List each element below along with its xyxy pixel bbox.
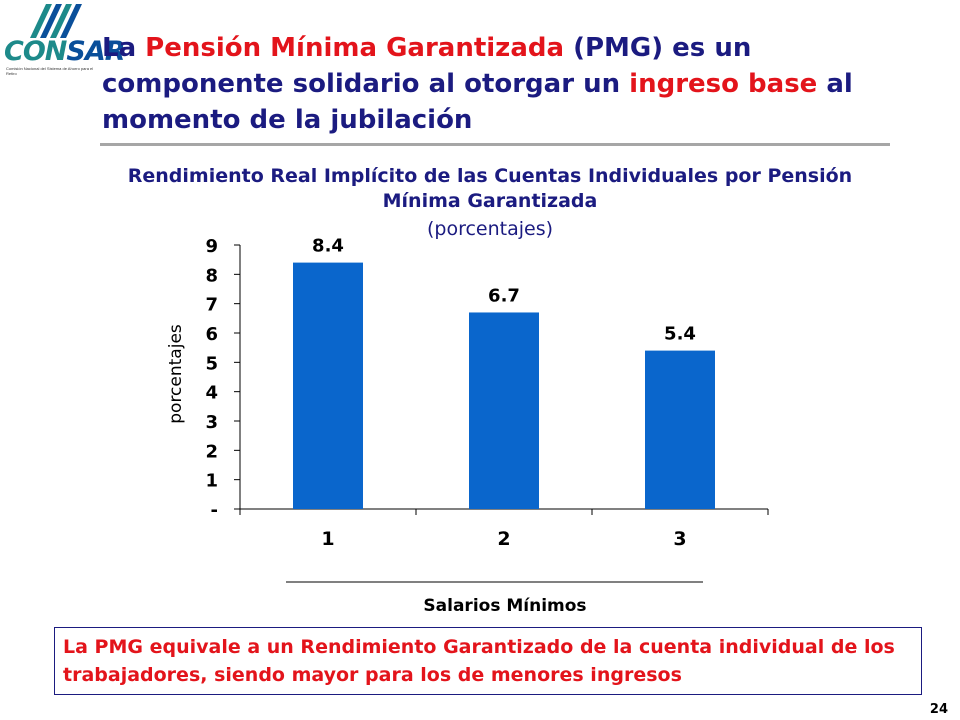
y-tick-label: 8 (205, 265, 218, 286)
chart-title: Rendimiento Real Implícito de las Cuenta… (127, 165, 853, 212)
x-tick-label: 3 (673, 528, 686, 550)
y-axis-title: porcentajes (166, 324, 186, 424)
y-tick-label: 5 (205, 353, 218, 374)
y-tick-label: 2 (205, 441, 218, 462)
logo-emblem-icon (30, 4, 82, 38)
x-axis-title: Salarios Mínimos (423, 596, 586, 616)
logo-subtitle: Comisión Nacional del Sistema de Ahorro … (6, 66, 94, 76)
consar-logo: CONSAR Comisión Nacional del Sistema de … (0, 0, 126, 80)
x-tick-label: 2 (497, 528, 510, 550)
y-tick-label: 3 (205, 412, 218, 433)
bar-value-label: 6.7 (488, 285, 520, 306)
bar (469, 312, 539, 509)
y-tick-label: 7 (205, 295, 218, 316)
callout-note: La PMG equivale a un Rendimiento Garanti… (54, 627, 922, 695)
y-tick-label: 4 (205, 383, 218, 404)
bar-value-label: 5.4 (664, 324, 696, 345)
x-tick-label: 1 (321, 528, 334, 550)
y-tick-label: - (211, 500, 218, 521)
bar (645, 350, 715, 509)
y-tick-label: 6 (205, 324, 218, 345)
bar-value-label: 8.4 (312, 236, 344, 257)
y-tick-label: 9 (205, 236, 218, 257)
bar (293, 262, 363, 509)
chart-subtitle: (porcentajes) (426, 218, 554, 240)
page-title: La Pensión Mínima Garantizada (PMG) es u… (102, 33, 853, 135)
y-tick-label: 1 (205, 471, 218, 492)
page-number: 24 (929, 702, 948, 717)
title-divider (100, 143, 890, 146)
logo-wordmark: CONSAR (4, 36, 126, 67)
